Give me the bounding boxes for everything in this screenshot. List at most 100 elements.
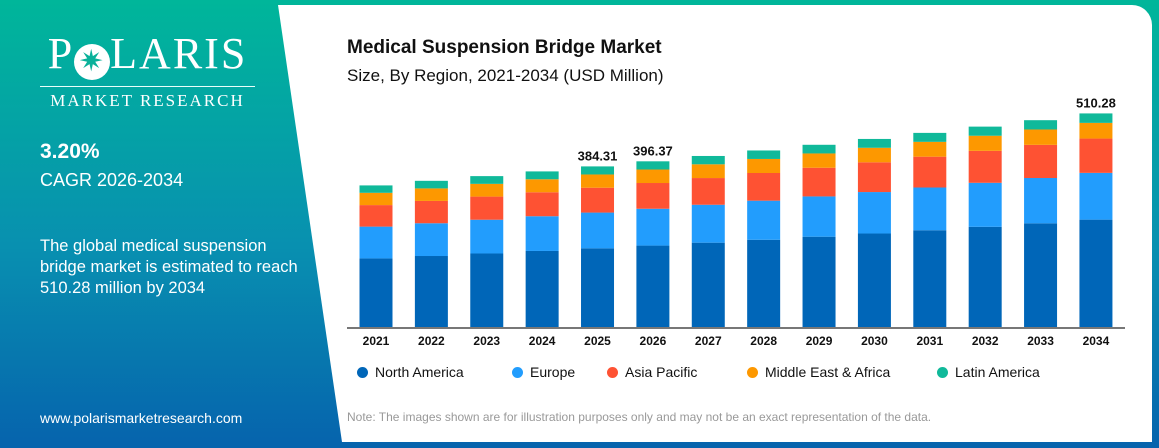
bar-segment-middle-east-africa-2024 bbox=[525, 179, 559, 193]
bar-segment-north-america-2025 bbox=[581, 248, 615, 328]
bar-segment-europe-2026 bbox=[636, 208, 670, 246]
bar-segment-europe-2023 bbox=[470, 219, 504, 254]
bar-segment-asia-pacific-2032 bbox=[968, 150, 1002, 183]
legend-item: Asia Pacific bbox=[607, 364, 747, 380]
bar-segment-europe-2030 bbox=[857, 192, 891, 234]
bar-segment-asia-pacific-2026 bbox=[636, 183, 670, 209]
bar-segment-north-america-2022 bbox=[414, 256, 448, 328]
bar-segment-asia-pacific-2033 bbox=[1024, 144, 1058, 179]
legend-label: North America bbox=[375, 364, 464, 380]
legend-item: Middle East & Africa bbox=[747, 364, 937, 380]
x-tick-label: 2024 bbox=[529, 334, 556, 348]
bar-segment-middle-east-africa-2027 bbox=[691, 164, 725, 179]
disclaimer-note: Note: The images shown are for illustrat… bbox=[347, 410, 932, 424]
data-label: 510.28 bbox=[1076, 95, 1116, 110]
chart-subtitle: Size, By Region, 2021-2034 (USD Million) bbox=[347, 66, 664, 85]
bar-segment-middle-east-africa-2028 bbox=[747, 158, 781, 174]
x-tick-label: 2032 bbox=[972, 334, 999, 348]
x-tick-label: 2030 bbox=[861, 334, 888, 348]
x-tick-label: 2031 bbox=[916, 334, 943, 348]
bar-segment-europe-2027 bbox=[691, 204, 725, 243]
bar-segment-latin-america-2033 bbox=[1024, 120, 1058, 130]
legend-label: Latin America bbox=[955, 364, 1040, 380]
chart-title: Medical Suspension Bridge Market bbox=[347, 37, 662, 58]
legend-label: Middle East & Africa bbox=[765, 364, 891, 380]
bar-segment-latin-america-2022 bbox=[414, 180, 448, 189]
bar-segment-asia-pacific-2028 bbox=[747, 173, 781, 201]
bar-segment-europe-2028 bbox=[747, 200, 781, 240]
x-tick-label: 2025 bbox=[584, 334, 611, 348]
bar-segment-north-america-2027 bbox=[691, 242, 725, 328]
x-tick-label: 2021 bbox=[363, 334, 390, 348]
bar-segment-asia-pacific-2025 bbox=[581, 187, 615, 213]
bar-segment-middle-east-africa-2022 bbox=[414, 188, 448, 201]
x-tick-label: 2022 bbox=[418, 334, 445, 348]
bar-segment-middle-east-africa-2032 bbox=[968, 135, 1002, 151]
x-tick-label: 2023 bbox=[473, 334, 500, 348]
bar-segment-asia-pacific-2023 bbox=[470, 196, 504, 220]
bar-segment-europe-2033 bbox=[1024, 178, 1058, 224]
data-label: 396.37 bbox=[633, 143, 673, 158]
legend-dot-icon bbox=[747, 366, 758, 378]
bar-segment-asia-pacific-2027 bbox=[691, 178, 725, 205]
data-label: 384.31 bbox=[578, 148, 618, 163]
polaris-logo: P ✷ LARIS MARKET RESEARCH bbox=[40, 30, 255, 111]
cagr-value: 3.20% bbox=[40, 140, 100, 163]
bar-segment-asia-pacific-2022 bbox=[414, 200, 448, 224]
legend-dot-icon bbox=[357, 366, 368, 378]
bar-segment-latin-america-2029 bbox=[802, 144, 836, 154]
bar-segment-north-america-2026 bbox=[636, 245, 670, 328]
bar-segment-middle-east-africa-2021 bbox=[359, 192, 393, 206]
bar-segment-middle-east-africa-2023 bbox=[470, 183, 504, 197]
x-tick-label: 2026 bbox=[640, 334, 667, 348]
bar-segment-latin-america-2030 bbox=[857, 138, 891, 148]
x-tick-label: 2028 bbox=[750, 334, 777, 348]
chart-legend: North America Europe Asia Pacific Middle Ea… bbox=[357, 364, 1057, 380]
bar-segment-north-america-2021 bbox=[359, 258, 393, 328]
bar-segment-middle-east-africa-2026 bbox=[636, 169, 670, 184]
legend-label: Europe bbox=[530, 364, 576, 380]
bar-segment-latin-america-2027 bbox=[691, 155, 725, 165]
bar-segment-asia-pacific-2030 bbox=[857, 162, 891, 193]
legend-item: Latin America bbox=[937, 364, 1057, 380]
bar-segment-asia-pacific-2034 bbox=[1079, 138, 1113, 173]
website-link[interactable]: www.polarismarketresearch.com bbox=[40, 410, 243, 426]
bar-segment-asia-pacific-2029 bbox=[802, 167, 836, 197]
bar-segment-asia-pacific-2031 bbox=[913, 156, 947, 188]
cagr-label: CAGR 2026-2034 bbox=[40, 170, 184, 190]
logo-divider bbox=[40, 86, 255, 87]
bar-segment-north-america-2023 bbox=[470, 253, 504, 328]
legend-dot-icon bbox=[607, 366, 618, 378]
x-tick-label: 2027 bbox=[695, 334, 722, 348]
x-tick-label: 2033 bbox=[1027, 334, 1054, 348]
bar-segment-middle-east-africa-2034 bbox=[1079, 122, 1113, 139]
x-tick-label: 2029 bbox=[806, 334, 833, 348]
bar-segment-north-america-2031 bbox=[913, 230, 947, 328]
bar-segment-latin-america-2021 bbox=[359, 185, 393, 193]
legend-dot-icon bbox=[512, 366, 523, 378]
bar-segment-middle-east-africa-2030 bbox=[857, 147, 891, 163]
bar-segment-latin-america-2032 bbox=[968, 126, 1002, 136]
bar-segment-europe-2024 bbox=[525, 216, 559, 251]
bar-segment-asia-pacific-2021 bbox=[359, 205, 393, 227]
bar-segment-europe-2029 bbox=[802, 196, 836, 237]
bar-segment-latin-america-2025 bbox=[581, 166, 615, 175]
bar-segment-north-america-2029 bbox=[802, 236, 836, 328]
bar-segment-middle-east-africa-2025 bbox=[581, 174, 615, 188]
bar-segment-europe-2021 bbox=[359, 226, 393, 259]
compass-star-icon: ✷ bbox=[74, 44, 111, 80]
bar-segment-north-america-2030 bbox=[857, 233, 891, 328]
bar-segment-europe-2034 bbox=[1079, 172, 1113, 220]
bar-segment-asia-pacific-2024 bbox=[525, 192, 559, 217]
bar-segment-latin-america-2024 bbox=[525, 171, 559, 180]
bar-segment-latin-america-2023 bbox=[470, 176, 504, 184]
bar-segment-north-america-2034 bbox=[1079, 219, 1113, 328]
legend-item: North America bbox=[357, 364, 512, 380]
logo-brand: P ✷ LARIS bbox=[47, 29, 248, 80]
bar-segment-latin-america-2028 bbox=[747, 150, 781, 159]
bar-segment-north-america-2028 bbox=[747, 239, 781, 328]
bar-segment-middle-east-africa-2029 bbox=[802, 153, 836, 168]
bar-segment-europe-2032 bbox=[968, 182, 1002, 227]
bar-segment-north-america-2032 bbox=[968, 226, 1002, 328]
